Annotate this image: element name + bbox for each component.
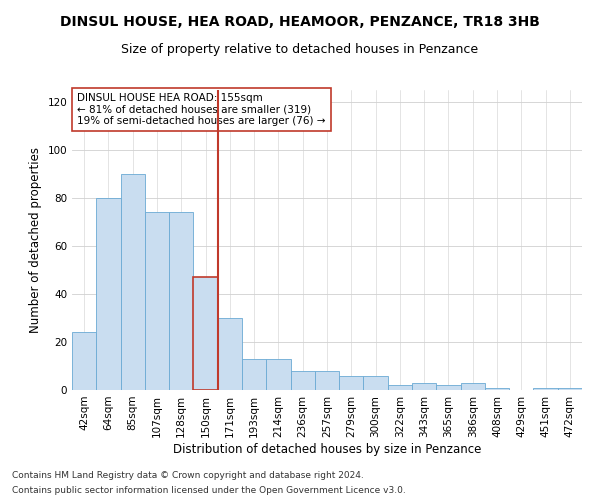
Bar [315,371,339,390]
Bar [436,385,461,390]
Text: Contains HM Land Registry data © Crown copyright and database right 2024.: Contains HM Land Registry data © Crown c… [12,471,364,480]
Bar [218,318,242,390]
Text: Size of property relative to detached houses in Penzance: Size of property relative to detached ho… [121,42,479,56]
Text: DINSUL HOUSE HEA ROAD: 155sqm
← 81% of detached houses are smaller (319)
19% of : DINSUL HOUSE HEA ROAD: 155sqm ← 81% of d… [77,93,326,126]
Text: DINSUL HOUSE, HEA ROAD, HEAMOOR, PENZANCE, TR18 3HB: DINSUL HOUSE, HEA ROAD, HEAMOOR, PENZANC… [60,15,540,29]
Bar [388,385,412,390]
Bar [72,332,96,390]
Bar [193,277,218,390]
Bar [339,376,364,390]
X-axis label: Distribution of detached houses by size in Penzance: Distribution of detached houses by size … [173,442,481,456]
Bar [290,371,315,390]
Bar [533,388,558,390]
Bar [558,388,582,390]
Bar [145,212,169,390]
Bar [169,212,193,390]
Bar [242,359,266,390]
Bar [461,383,485,390]
Bar [121,174,145,390]
Bar [96,198,121,390]
Text: Contains public sector information licensed under the Open Government Licence v3: Contains public sector information licen… [12,486,406,495]
Bar [364,376,388,390]
Bar [266,359,290,390]
Bar [412,383,436,390]
Y-axis label: Number of detached properties: Number of detached properties [29,147,42,333]
Bar [485,388,509,390]
